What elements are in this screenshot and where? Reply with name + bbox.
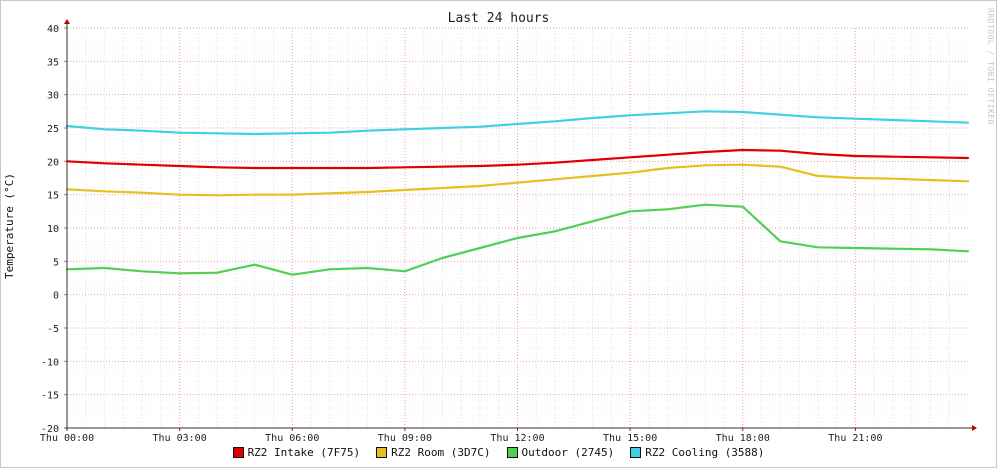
- x-tick-labels: Thu 00:00 Thu 03:00 Thu 06:00 Thu 09:00 Thu …: [40, 428, 882, 444]
- series-line-outdoor-2745: [65, 203, 970, 276]
- legend-swatch-cooling: [630, 447, 642, 458]
- y-tick-label: 40: [47, 24, 59, 35]
- y-tick-label: 5: [53, 257, 59, 268]
- y-tick-label: 25: [47, 124, 59, 135]
- legend-item-cooling: RZ2 Cooling (3588): [630, 446, 764, 459]
- legend-item-intake: RZ2 Intake (7F75): [232, 446, 361, 459]
- x-tick-label: Thu 09:00: [378, 433, 432, 444]
- chart-title: Last 24 hours: [447, 11, 550, 26]
- grid: [66, 27, 968, 429]
- x-tick-label: Thu 06:00: [265, 433, 319, 444]
- y-tick-label: -20: [41, 424, 59, 435]
- series-line-rz2-cooling-3588: [65, 110, 970, 136]
- x-tick-label: Thu 18:00: [716, 433, 770, 444]
- x-tick-label: Thu 03:00: [153, 433, 207, 444]
- series-line-rz2-room-3d7c: [65, 163, 970, 197]
- legend: RZ2 Intake (7F75) RZ2 Room (3D7C) Outdoo…: [0, 446, 997, 459]
- y-tick-label: -15: [41, 391, 59, 402]
- y-tick-label: 10: [47, 224, 59, 235]
- y-tick-label: -10: [41, 357, 59, 368]
- x-axis-arrow: [972, 425, 977, 431]
- y-tick-label: 35: [47, 57, 59, 68]
- y-tick-label: 15: [47, 191, 59, 202]
- legend-item-room: RZ2 Room (3D7C): [376, 446, 491, 459]
- axes: [64, 19, 977, 431]
- y-tick-label: 30: [47, 91, 59, 102]
- rrdtool-watermark: RRDTOOL / TOBI OETIKER: [986, 8, 995, 125]
- x-tick-label: Thu 15:00: [603, 433, 657, 444]
- legend-label-intake: RZ2 Intake (7F75): [247, 446, 361, 459]
- legend-label-outdoor: Outdoor (2745): [521, 446, 615, 459]
- legend-item-outdoor: Outdoor (2745): [506, 446, 615, 459]
- legend-label-room: RZ2 Room (3D7C): [391, 446, 491, 459]
- x-tick-label: Thu 21:00: [828, 433, 882, 444]
- legend-swatch-outdoor: [506, 447, 518, 458]
- y-tick-label: 20: [47, 157, 59, 168]
- y-tick-label: 0: [53, 291, 59, 302]
- y-tick-label: -5: [47, 324, 59, 335]
- series-lines: [65, 110, 970, 276]
- y-axis-label: Temperature (°C): [3, 173, 16, 279]
- legend-label-cooling: RZ2 Cooling (3588): [645, 446, 765, 459]
- x-tick-label: Thu 00:00: [40, 433, 94, 444]
- legend-swatch-room: [376, 447, 388, 458]
- y-tick-labels: 40 35 30 25 20 15 10 5 0 -5 -10 -15 -20: [41, 24, 67, 435]
- legend-swatch-intake: [232, 447, 244, 458]
- x-tick-label: Thu 12:00: [490, 433, 544, 444]
- y-axis-arrow: [64, 19, 70, 24]
- series-line-rz2-intake-7f75: [65, 148, 970, 170]
